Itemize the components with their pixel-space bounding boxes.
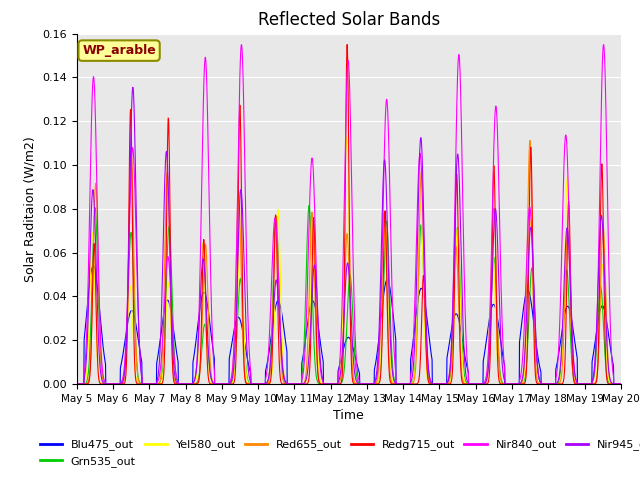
Grn535_out	[376, 364, 384, 370]
Redg715_out	[569, 370, 577, 376]
Redg715_out	[507, 381, 515, 387]
Red655_out	[569, 365, 577, 371]
Blu475_out	[73, 381, 81, 387]
Line: Yel580_out: Yel580_out	[77, 137, 621, 384]
Nir945_out	[584, 381, 592, 387]
Blu475_out	[225, 381, 232, 387]
Nir840_out	[73, 381, 81, 387]
Line: Blu475_out: Blu475_out	[77, 265, 621, 384]
Legend: Blu475_out, Grn535_out, Yel580_out, Red655_out, Redg715_out, Nir840_out, Nir945_: Blu475_out, Grn535_out, Yel580_out, Red6…	[35, 435, 640, 471]
Yel580_out	[343, 134, 351, 140]
Redg715_out	[584, 381, 592, 387]
Yel580_out	[584, 381, 592, 387]
Blu475_out	[584, 381, 592, 387]
Line: Grn535_out: Grn535_out	[77, 205, 621, 384]
Nir945_out	[376, 282, 384, 288]
Line: Red655_out: Red655_out	[77, 141, 621, 384]
Nir945_out	[73, 381, 81, 387]
Grn535_out	[305, 203, 313, 208]
Yel580_out	[376, 359, 384, 365]
Redg715_out	[343, 42, 351, 48]
Grn535_out	[617, 381, 625, 387]
Blu475_out	[90, 263, 97, 268]
Line: Redg715_out: Redg715_out	[77, 45, 621, 384]
Red655_out	[73, 381, 81, 387]
Blu475_out	[365, 381, 372, 387]
Blu475_out	[376, 322, 384, 327]
Nir840_out	[600, 42, 607, 48]
Red655_out	[225, 381, 232, 387]
Nir945_out	[365, 381, 372, 387]
Nir840_out	[225, 381, 232, 387]
Nir945_out	[507, 381, 515, 387]
Redg715_out	[365, 381, 372, 387]
Blu475_out	[617, 381, 625, 387]
Nir840_out	[376, 325, 384, 331]
Redg715_out	[73, 381, 81, 387]
Nir945_out	[129, 84, 136, 90]
Text: WP_arable: WP_arable	[82, 44, 156, 57]
Grn535_out	[225, 381, 232, 387]
Nir840_out	[617, 381, 625, 387]
Line: Nir840_out: Nir840_out	[77, 45, 621, 384]
Yel580_out	[73, 381, 81, 387]
Line: Nir945_out: Nir945_out	[77, 87, 621, 384]
Grn535_out	[584, 381, 592, 387]
Grn535_out	[507, 381, 515, 387]
Red655_out	[526, 138, 534, 144]
Nir945_out	[569, 349, 577, 355]
Nir945_out	[617, 381, 625, 387]
Red655_out	[507, 381, 515, 387]
Yel580_out	[569, 362, 577, 368]
Title: Reflected Solar Bands: Reflected Solar Bands	[258, 11, 440, 29]
Yel580_out	[225, 381, 232, 387]
Nir945_out	[225, 381, 232, 387]
Redg715_out	[376, 374, 384, 380]
Yel580_out	[617, 381, 625, 387]
Red655_out	[617, 381, 625, 387]
Redg715_out	[617, 381, 625, 387]
Yel580_out	[365, 381, 372, 387]
Nir840_out	[365, 381, 372, 387]
Grn535_out	[569, 371, 577, 376]
Grn535_out	[365, 381, 372, 387]
X-axis label: Time: Time	[333, 409, 364, 422]
Red655_out	[584, 381, 592, 387]
Red655_out	[365, 381, 372, 387]
Yel580_out	[507, 381, 515, 387]
Y-axis label: Solar Raditaion (W/m2): Solar Raditaion (W/m2)	[24, 136, 36, 282]
Blu475_out	[569, 325, 577, 331]
Blu475_out	[507, 381, 515, 387]
Nir840_out	[507, 381, 515, 387]
Red655_out	[376, 332, 384, 337]
Nir840_out	[569, 341, 577, 347]
Nir840_out	[584, 381, 591, 387]
Redg715_out	[225, 381, 232, 387]
Grn535_out	[73, 381, 81, 387]
